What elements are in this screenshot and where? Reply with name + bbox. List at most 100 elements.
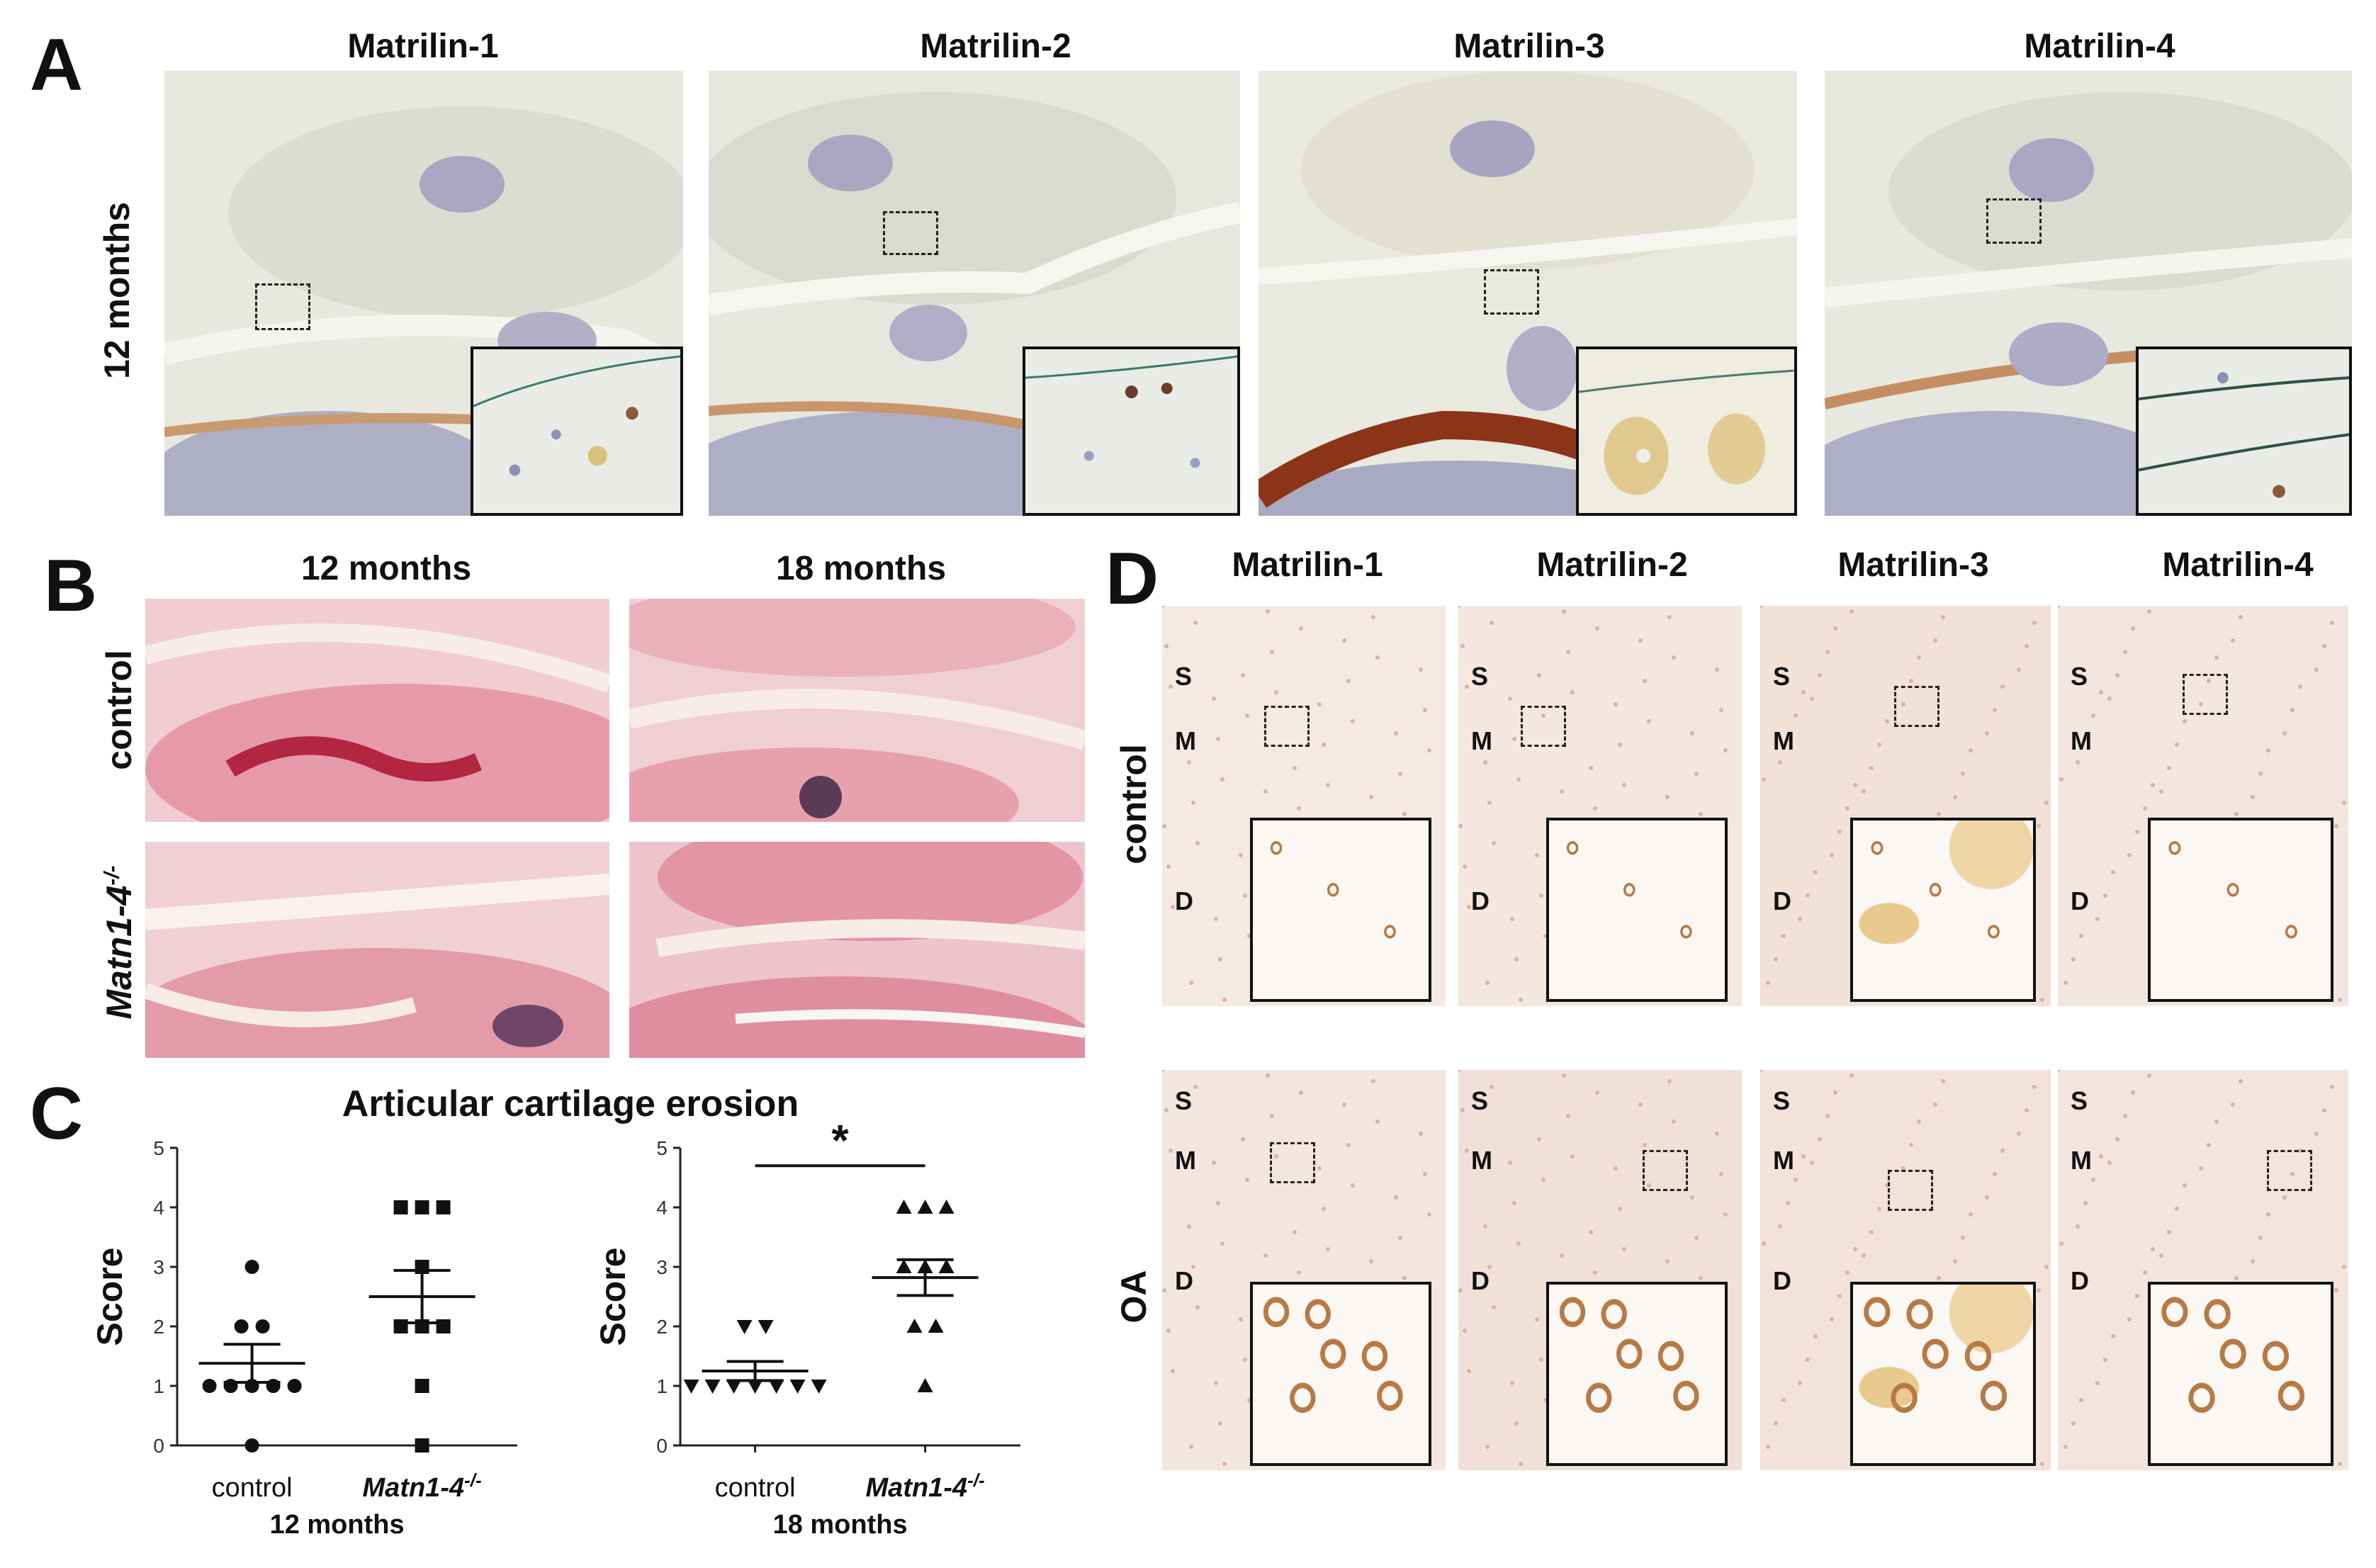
panel-d-micrograph-control-matrilin-1: S M D [1162, 606, 1446, 1006]
magnified-inset [1546, 818, 1728, 1003]
y-tick-label: 1 [656, 1375, 668, 1397]
x-category-label: control [212, 1473, 293, 1503]
data-point [704, 1380, 721, 1394]
magnified-inset [1250, 1282, 1431, 1467]
magnified-inset [2148, 818, 2334, 1003]
zone-label-s: S [1773, 1085, 1791, 1115]
panel-a-micrograph-matrilin-3 [1259, 71, 1797, 516]
roi-box [1521, 706, 1566, 748]
zone-label-m: M [1773, 726, 1794, 755]
magnified-inset [1022, 346, 1240, 516]
significance-star: * [832, 1117, 850, 1166]
zone-label-m: M [1773, 1146, 1794, 1175]
data-point [287, 1379, 302, 1393]
data-point [917, 1378, 933, 1392]
zone-label-s: S [1773, 662, 1791, 692]
panel-d-micrograph-control-matrilin-3: S M D [1760, 606, 2051, 1006]
zone-label-d: D [1773, 886, 1791, 915]
zone-label-m: M [1471, 726, 1492, 755]
zone-label-s: S [1175, 662, 1193, 692]
y-tick-label: 5 [153, 1137, 164, 1159]
panel-letter-a: A [30, 24, 84, 106]
panel-a-micrograph-matrilin-1 [164, 71, 683, 516]
y-axis-label: Score [90, 1248, 130, 1346]
x-category-label: control [715, 1473, 796, 1503]
y-tick-label: 5 [656, 1137, 668, 1159]
data-point [415, 1379, 429, 1393]
y-tick-label: 0 [153, 1435, 164, 1457]
panel-letter-d: D [1105, 538, 1159, 620]
zone-label-d: D [1175, 1265, 1193, 1295]
panel-a-col-title-2: Matrilin-2 [920, 28, 1071, 65]
zone-label-d: D [1773, 1265, 1791, 1295]
data-point [244, 1260, 259, 1274]
data-point [896, 1259, 912, 1273]
panel-b-col-title-12m: 12 months [300, 550, 472, 587]
roi-box [1264, 706, 1310, 748]
roi-box [1888, 1170, 1934, 1212]
data-point [244, 1438, 259, 1453]
zone-label-m: M [1471, 1146, 1492, 1175]
zone-label-d: D [1471, 1265, 1490, 1295]
panel-b-he-control-12m [145, 599, 609, 822]
magnified-inset [2148, 1282, 2334, 1467]
panel-b-col-title-18m: 18 months [775, 550, 947, 587]
x-category-label: Matn1-4-/- [363, 1470, 482, 1503]
panel-d-row-label-control: control [1114, 744, 1154, 864]
panel-a-row-label: 12 months [97, 201, 137, 380]
data-point [747, 1380, 763, 1394]
y-tick-label: 2 [153, 1316, 164, 1338]
y-tick-label: 2 [656, 1316, 668, 1338]
data-point [255, 1319, 270, 1333]
data-point [726, 1380, 742, 1394]
panel-letter-c: C [30, 1073, 84, 1155]
data-point [736, 1320, 753, 1334]
panel-d-micrograph-control-matrilin-4: S M D [2058, 606, 2348, 1006]
zone-label-s: S [1471, 662, 1489, 692]
panel-d-col-title-4: Matrilin-4 [2162, 546, 2314, 584]
chart-12-months: 0 1 2 3 4 5 Score control Matn1-4-/- 12 months [90, 1127, 602, 1552]
chart-18-months-plot: 0 1 2 3 4 5 Score control Matn1-4-/- 18 months * [593, 1117, 1020, 1540]
magnified-inset [470, 346, 683, 516]
roi-box [1893, 686, 1939, 727]
data-point [758, 1320, 774, 1334]
panel-a-col-title-1: Matrilin-1 [347, 28, 499, 65]
y-axis-label: Score [593, 1248, 633, 1346]
x-group-label: 12 months [270, 1510, 405, 1540]
zone-label-m: M [2071, 726, 2092, 755]
panel-a-micrograph-matrilin-4 [1825, 71, 2352, 516]
panel-d-micrograph-oa-matrilin-4: S M D [2058, 1070, 2348, 1470]
data-point [415, 1200, 429, 1214]
data-point [906, 1319, 923, 1333]
magnified-inset [1850, 1282, 2037, 1467]
zone-label-d: D [1471, 886, 1490, 915]
roi-box [255, 283, 310, 330]
panel-b-row-label-control: control [99, 650, 139, 770]
zone-label-s: S [2071, 1085, 2088, 1115]
panel-c-title: Articular cartilage erosion [342, 1083, 799, 1124]
y-tick-label: 3 [153, 1256, 164, 1278]
magnified-inset [1576, 346, 1797, 516]
zone-label-d: D [2071, 886, 2089, 915]
magnified-inset [1850, 818, 2037, 1003]
zone-label-d: D [1175, 886, 1193, 915]
panel-a-col-title-4: Matrilin-4 [2024, 28, 2175, 65]
panel-a-micrograph-matrilin-2 [709, 71, 1240, 516]
chart-12-months-plot: 0 1 2 3 4 5 Score control Matn1-4-/- 12 months [90, 1137, 517, 1540]
zone-label-s: S [2071, 662, 2088, 692]
data-point [415, 1438, 429, 1453]
zone-label-m: M [2071, 1146, 2092, 1175]
zone-label-d: D [2071, 1265, 2089, 1295]
roi-box [883, 211, 938, 255]
data-point [683, 1380, 699, 1394]
data-point [202, 1379, 217, 1393]
data-point [928, 1319, 944, 1333]
panel-b-he-knockout-18m [629, 842, 1085, 1058]
roi-box [1643, 1150, 1688, 1191]
panel-letter-b: B [44, 545, 98, 627]
panel-b-he-knockout-12m [145, 842, 609, 1058]
panel-d-col-title-2: Matrilin-2 [1536, 546, 1688, 584]
roi-box [2183, 674, 2229, 716]
x-category-label: Matn1-4-/- [866, 1470, 985, 1503]
data-point [393, 1200, 408, 1214]
